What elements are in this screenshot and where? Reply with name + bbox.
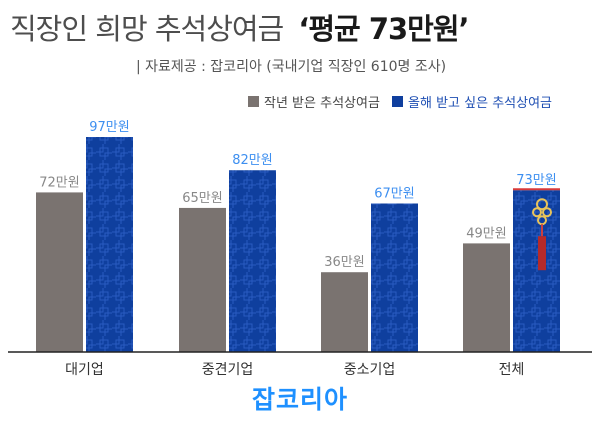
data-label: 97만원 xyxy=(89,120,129,135)
title-main: 직장인 희망 추석상여금 xyxy=(10,12,284,46)
legend-swatch-blue xyxy=(392,96,404,107)
legend-item-last-year: 작년 받은 추석상여금 xyxy=(248,92,380,111)
bar-last-year xyxy=(463,243,510,352)
data-label: 36만원 xyxy=(324,255,364,270)
data-label: 82만원 xyxy=(232,153,272,168)
x-tick-label: 전체 xyxy=(499,362,525,378)
data-label: 65만원 xyxy=(182,191,222,206)
ornament-knot-right xyxy=(542,207,552,218)
legend-item-this-year: 올해 받고 싶은 추석상여금 xyxy=(392,92,552,111)
source-note: | 자료제공 : 잡코리아 (국내기업 직장인 610명 조사) xyxy=(136,59,447,75)
data-label: 49만원 xyxy=(466,226,506,241)
ornament-tassel xyxy=(538,236,546,271)
x-tick-label: 중소기업 xyxy=(344,362,396,378)
legend-swatch-gray xyxy=(248,96,259,107)
brand-logo-text: 잡코리아 xyxy=(251,385,348,414)
bar-last-year xyxy=(179,207,226,352)
x-tick-label: 중견기업 xyxy=(202,362,254,378)
bar-this-year xyxy=(86,137,133,352)
legend: 작년 받은 추석상여금 올해 받고 싶은 추석상여금 xyxy=(248,92,560,111)
bar-this-year xyxy=(371,203,418,352)
bar-last-year xyxy=(321,272,368,352)
bar-this-year xyxy=(513,190,560,352)
bar-last-year xyxy=(36,192,83,352)
data-label: 73만원 xyxy=(516,173,556,188)
data-label: 72만원 xyxy=(39,175,79,190)
title-accent: ‘평균 73만원’ xyxy=(298,12,469,46)
ornament-knot-top xyxy=(536,198,548,211)
data-label: 67만원 xyxy=(374,186,414,201)
ornament-knot-left xyxy=(532,207,542,218)
legend-label-this-year: 올해 받고 싶은 추석상여금 xyxy=(408,96,553,111)
legend-label-last-year: 작년 받은 추석상여금 xyxy=(264,96,380,111)
x-tick-label: 대기업 xyxy=(65,362,104,378)
chart-title: 직장인 희망 추석상여금 ‘평균 73만원’ xyxy=(10,6,590,50)
bar-this-year xyxy=(229,170,276,352)
